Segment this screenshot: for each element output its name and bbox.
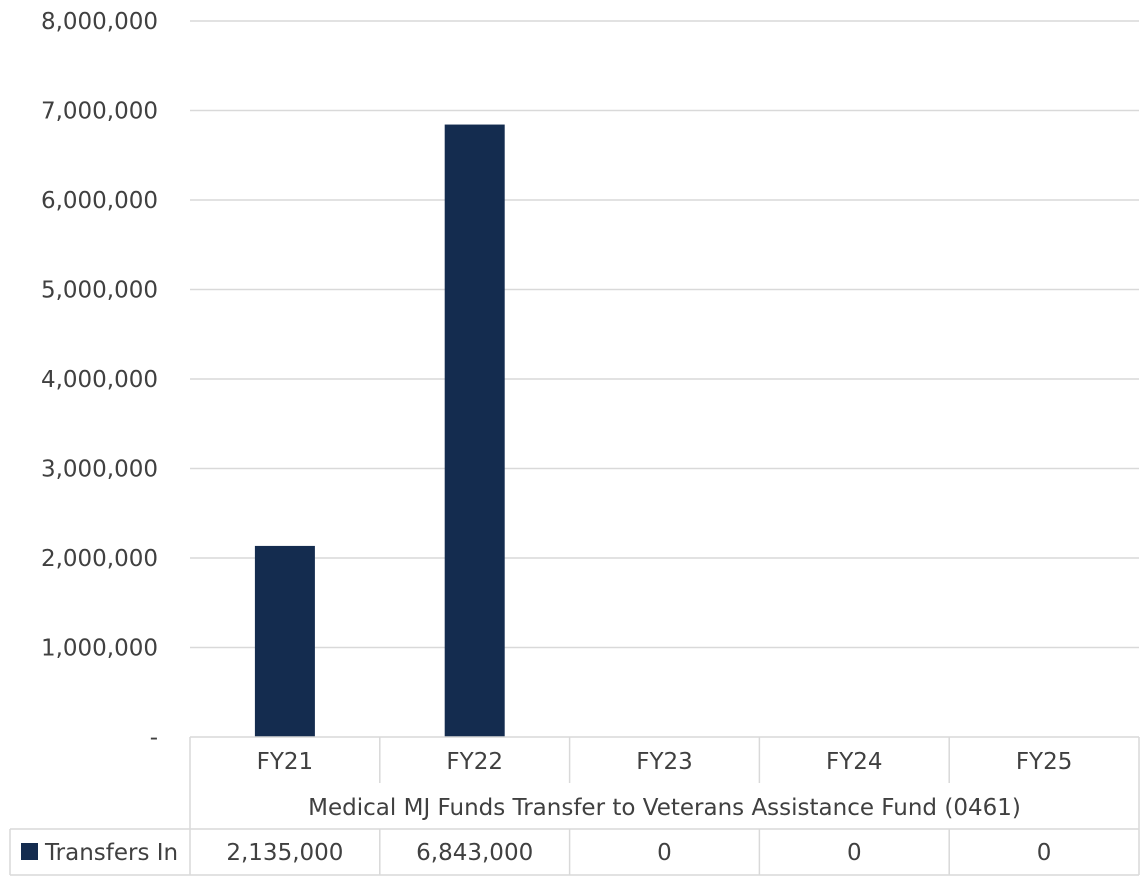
data-label: 0 xyxy=(847,840,862,866)
y-tick-label: 5,000,000 xyxy=(41,278,158,304)
data-table: FY21 FY22 FY23 FY24 FY25 Medical MJ Funds Tra… xyxy=(9,736,1140,876)
bar xyxy=(444,124,505,737)
y-tick-label: 8,000,000 xyxy=(41,9,158,35)
data-label: 0 xyxy=(657,840,672,866)
legend-key xyxy=(21,843,38,860)
bars xyxy=(254,124,505,737)
y-tick-label: 1,000,000 xyxy=(41,636,158,662)
category-label: FY25 xyxy=(1016,749,1073,775)
y-tick-label: 6,000,000 xyxy=(41,188,158,214)
bar xyxy=(254,545,315,737)
category-label: FY22 xyxy=(446,749,503,775)
series-name: Transfers In xyxy=(44,840,178,866)
group-label: Medical MJ Funds Transfer to Veterans As… xyxy=(308,795,1021,821)
data-label: 0 xyxy=(1037,840,1052,866)
y-tick-label: 2,000,000 xyxy=(41,546,158,572)
y-tick-label: 3,000,000 xyxy=(41,457,158,483)
category-label: FY24 xyxy=(826,749,883,775)
gridlines xyxy=(190,20,1139,649)
y-tick-label: 4,000,000 xyxy=(41,367,158,393)
y-tick-label: 7,000,000 xyxy=(41,99,158,125)
data-label: 2,135,000 xyxy=(226,840,343,866)
data-label: 6,843,000 xyxy=(416,840,533,866)
y-tick-label: - xyxy=(150,725,158,751)
category-label: FY23 xyxy=(636,749,693,775)
category-label: FY21 xyxy=(257,749,314,775)
y-axis: - 1,000,000 2,000,000 3,000,000 4,000,000 5,0… xyxy=(41,9,158,751)
